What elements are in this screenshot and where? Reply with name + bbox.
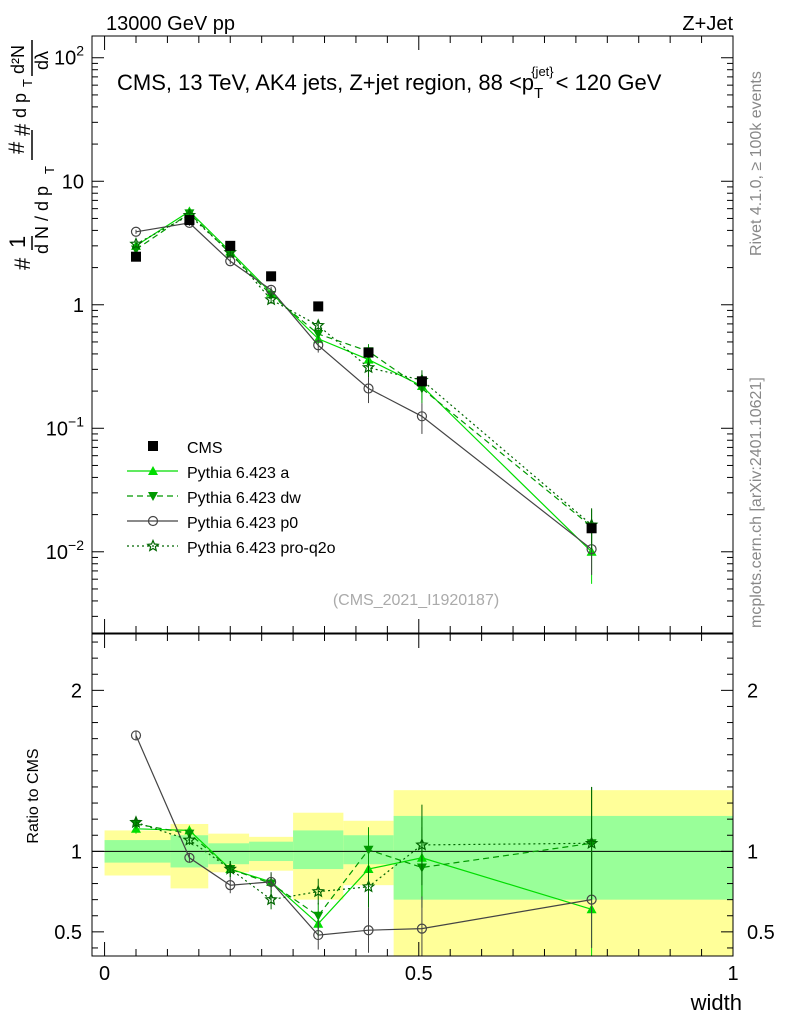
x-tick-label: 0 [99,963,110,985]
data-point-4 [311,318,325,332]
legend-label: CMS [187,440,223,457]
y-tick-label: 10 [62,171,84,193]
ratio-point-1 [363,845,374,855]
data-point-cms [225,240,236,251]
ratio-point-2 [184,852,195,863]
legend-marker [146,538,160,552]
rivet-label: Rivet 4.1.0, ≥ 100k events [748,71,765,256]
svg-text:d N / d p: d N / d p [32,186,52,254]
ratio-plot-area [92,730,733,956]
series-line-3 [135,222,592,550]
data-point-2 [313,329,324,339]
ratio-point-3 [361,879,376,893]
data-point-4 [264,292,278,306]
data-point-3 [313,340,324,351]
svg-text:dλ: dλ [32,51,52,70]
ratio-line-2 [135,735,592,936]
ratio-y-tick-label-right: 1 [747,841,758,863]
ratio-point-3 [584,836,599,850]
ratio-point-2 [130,730,142,741]
data-point-3 [416,411,428,422]
data-point-cms [130,251,141,262]
band-inner-4 [293,830,344,870]
data-point-cms [266,271,277,282]
ratio-y-tick-label: 1 [71,841,82,863]
ratio-y-tick-label: 0.5 [54,922,82,944]
ratio-point-2 [266,876,277,888]
header-process: Z+Jet [682,13,733,35]
main-plot-area [129,206,599,584]
x-tick-label: 0.5 [405,963,433,985]
data-point-3 [363,383,374,394]
main-frame [91,35,734,634]
svg-text:1: 1 [5,236,30,248]
ratio-point-3 [223,861,237,875]
ratio-axes: 0.5 0.5 1 1 2 2 0 0.5 1 [54,634,775,985]
legend-label: Pythia 6.423 dw [187,490,301,507]
legend-label: Pythia 6.423 pro-q2o [187,540,336,557]
ratio-point-2 [416,923,428,934]
ratio-point-1 [313,911,324,921]
svg-text:#: # [10,257,35,270]
ratio-point-2 [363,925,374,936]
legend-marker [148,466,158,475]
analysis-tag: (CMS_2021_I1920187) [333,592,499,609]
data-point-cms [313,301,324,312]
ratio-line-3 [135,821,592,901]
main-axes: 10−2 10−1 1 10 102 [46,36,734,633]
header-energy: 13000 GeV pp [106,13,235,35]
ratio-ylabel: Ratio to CMS [25,748,42,843]
data-point-cms [586,523,597,534]
data-point-4 [361,360,376,374]
svg-text:#: # [10,123,35,136]
data-point-4 [129,237,143,250]
ratio-point-3 [129,815,143,829]
data-point-cms [363,347,374,358]
y-tick-label: 10−2 [46,537,84,564]
data-point-3 [130,226,142,237]
series-line-1 [135,210,593,553]
svg-text:#: # [4,141,29,154]
svg-text:T: T [42,166,57,174]
legend: CMS Pythia 6.423 a Pythia 6.423 dw Pythia 6… [127,440,336,557]
legend-label: Pythia 6.423 a [187,465,289,482]
data-point-cms [416,376,427,387]
ratio-point-3 [182,833,197,846]
ratio-point-3 [264,892,278,906]
svg-text:d p: d p [10,93,30,118]
mcplots-label: mcplots.cern.ch [arXiv:2401.10621] [748,377,765,628]
x-axis-label: width [690,990,742,1015]
ratio-point-3 [311,884,325,898]
ratio-line-0 [135,828,592,925]
ratio-point-2 [225,880,236,891]
ratio-y-tick-label: 2 [71,680,82,702]
ratio-y-tick-label-right: 0.5 [747,922,775,944]
y-tick-label: 10−1 [46,413,84,440]
plot-title: CMS, 13 TeV, AK4 jets, Z+jet region, 88 … [117,64,662,102]
main-ylabel: # 1 d N / d p T # # d p T d²N dλ [4,40,57,270]
y-tick-label: 1 [73,295,84,317]
ratio-line-1 [135,823,592,917]
legend-marker [148,441,158,451]
x-tick-label: 1 [727,963,738,985]
y-tick-label: 102 [54,43,84,70]
svg-text:d²N: d²N [8,45,28,74]
series-line-4 [135,214,592,526]
ratio-frame [91,633,734,957]
series-line-2 [135,212,592,528]
svg-text:T: T [20,79,35,87]
ratio-point-3 [415,837,429,851]
data-point-3 [225,256,236,267]
legend-label: Pythia 6.423 p0 [187,515,298,532]
ratio-point-2 [313,929,324,941]
legend-marker [148,492,158,501]
legend-marker [147,515,159,527]
band-inner-6 [393,815,733,900]
ratio-y-tick-label-right: 2 [747,680,758,702]
data-point-cms [184,215,195,226]
